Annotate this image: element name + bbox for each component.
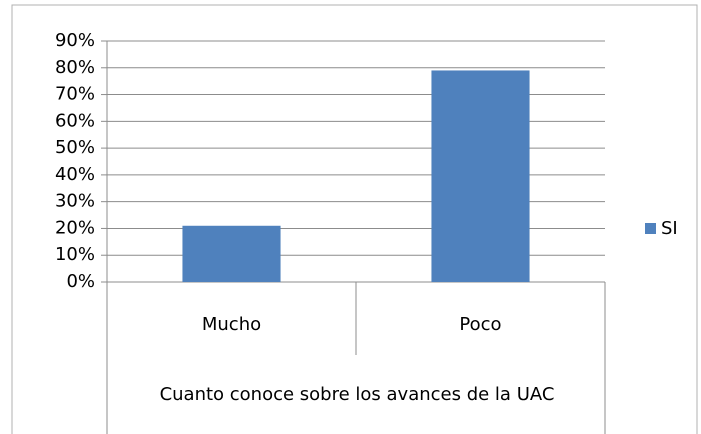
y-tick-label: 90% xyxy=(55,30,95,51)
y-tick-label: 50% xyxy=(55,137,95,158)
y-tick-label: 80% xyxy=(55,57,95,78)
bar xyxy=(431,70,530,282)
x-tick-label: Poco xyxy=(459,314,501,335)
y-tick-label: 70% xyxy=(55,84,95,105)
y-tick-label: 0% xyxy=(66,271,95,292)
y-tick-label: 60% xyxy=(55,110,95,131)
chart-frame xyxy=(11,4,698,434)
bar xyxy=(182,225,281,282)
legend-swatch xyxy=(645,223,656,234)
y-tick-label: 40% xyxy=(55,164,95,185)
legend-label: SI xyxy=(661,218,678,239)
x-axis-label: Cuanto conoce sobre los avances de la UA… xyxy=(160,384,555,405)
x-tick-label: Mucho xyxy=(202,314,261,335)
y-tick-label: 20% xyxy=(55,217,95,238)
y-tick-label: 10% xyxy=(55,244,95,265)
y-tick-label: 30% xyxy=(55,191,95,212)
